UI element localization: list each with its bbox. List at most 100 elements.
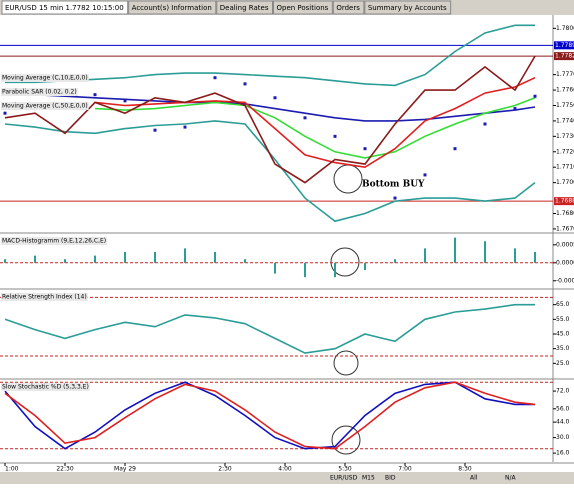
- y-tick-label: 35.0: [556, 345, 570, 352]
- histogram-bar: [514, 248, 516, 263]
- x-tick-label: 4:00: [278, 466, 292, 473]
- toolbar: [0, 472, 574, 484]
- tab[interactable]: Summary by Accounts: [368, 4, 447, 12]
- label-bg: [1, 74, 89, 82]
- x-tick-label: 5:30: [338, 466, 352, 473]
- tab-frame[interactable]: [216, 0, 273, 15]
- histogram-bar: [34, 255, 36, 263]
- histogram-bar: [534, 252, 536, 263]
- y-tick-label: 55.0: [556, 316, 570, 323]
- level-label: 1.7789: [555, 42, 574, 49]
- series-line: [4, 381, 536, 450]
- sar-dot: [423, 173, 427, 177]
- x-tick-label: May 29: [114, 466, 136, 473]
- tab[interactable]: Open Positions: [276, 4, 328, 12]
- y-tick-label: 1.7700: [556, 179, 574, 186]
- histogram-bar: [184, 248, 186, 263]
- toolbar-item[interactable]: M15: [362, 475, 375, 482]
- toolbar-item[interactable]: All: [470, 475, 478, 482]
- y-tick-label: 56.0: [556, 405, 570, 412]
- sar-dot: [3, 111, 7, 115]
- label-bg: [1, 102, 89, 110]
- sar-dot: [513, 107, 517, 111]
- histogram-bar: [124, 252, 126, 263]
- y-tick-label: -0.0005: [556, 277, 574, 284]
- histogram-bar: [334, 262, 336, 278]
- sar-dot: [273, 96, 277, 100]
- series-line: [4, 55, 536, 184]
- indicator-label: Relative Strength Index (14): [2, 294, 87, 301]
- toolbar-item[interactable]: EUR/USD: [330, 475, 358, 482]
- histogram-bar: [484, 241, 486, 263]
- histogram-bar: [364, 262, 366, 270]
- y-tick-label: 44.0: [556, 419, 570, 426]
- histogram-bar: [214, 252, 216, 263]
- label-bg: [1, 237, 108, 245]
- histogram-bar: [394, 259, 396, 263]
- annotation: Bottom BUY: [362, 180, 425, 190]
- sar-dot: [453, 147, 457, 151]
- sar-dot: [333, 134, 337, 138]
- y-tick-label: 1.7750: [556, 102, 574, 109]
- sar-dot: [213, 76, 217, 80]
- y-tick-label: 1.7730: [556, 133, 574, 140]
- highlight-circle: [333, 164, 363, 194]
- y-tick-label: 1.7760: [556, 87, 574, 94]
- y-tick-label: 16.0: [556, 450, 570, 457]
- sar-dot: [183, 125, 187, 129]
- y-tick-label: 72.0: [556, 388, 570, 395]
- indicator-label: Moving Average (C,50,E,0,0): [2, 103, 88, 110]
- series-line: [4, 303, 535, 354]
- y-tick-label: 1.7680: [556, 210, 574, 217]
- level-box: [554, 197, 574, 206]
- sar-dot: [483, 122, 487, 126]
- series-line: [5, 24, 535, 87]
- tab[interactable]: Orders: [336, 4, 360, 12]
- tab[interactable]: Dealing Rates: [220, 4, 269, 12]
- label-bg: [1, 383, 90, 391]
- tab-frame[interactable]: [272, 0, 333, 15]
- tab[interactable]: Account(s) Information: [132, 4, 212, 12]
- series-line: [94, 97, 536, 159]
- tab[interactable]: EUR/USD 15 min 1.7782 10:15:00: [5, 4, 124, 12]
- tab-frame[interactable]: [332, 0, 365, 15]
- level-label: 1.7782: [555, 53, 574, 60]
- x-tick-label: 7:00: [398, 466, 412, 473]
- histogram-bar: [94, 255, 96, 263]
- highlight-circle: [331, 425, 361, 455]
- y-tick-label: 1.7670: [556, 225, 574, 232]
- sar-dot: [393, 196, 397, 200]
- indicator-label: Parabolic SAR (0.02, 0.2): [2, 89, 77, 96]
- y-tick-label: 30.0: [556, 434, 570, 441]
- tab-bar: [0, 0, 574, 15]
- series-line: [4, 120, 536, 223]
- sar-dot: [533, 94, 537, 98]
- series-line: [4, 92, 536, 122]
- indicator-label: Moving Average (C,10,E,0,0): [2, 75, 88, 82]
- sar-dot: [93, 93, 97, 97]
- label-bg: [1, 88, 78, 96]
- toolbar-item[interactable]: BID: [385, 475, 396, 482]
- histogram-bar: [454, 237, 456, 263]
- y-tick-label: 65.0: [556, 301, 570, 308]
- level-box: [554, 52, 574, 61]
- level-box: [554, 41, 574, 50]
- y-tick-label: 1.7740: [556, 117, 574, 124]
- sar-dot: [303, 116, 307, 120]
- x-tick-label: 1:00: [5, 466, 19, 473]
- indicator-label: MACD-Histogramm (9,E,12,26,C,E): [2, 238, 106, 245]
- x-tick-label: 22:30: [56, 466, 73, 473]
- label-bg: [1, 293, 88, 301]
- indicator-label: Slow Stochastic %D (5,3,3,E): [2, 384, 89, 391]
- x-tick-label: 8:30: [458, 466, 472, 473]
- x-tick-label: 2:30: [218, 466, 232, 473]
- tab-frame[interactable]: [128, 0, 217, 15]
- sar-dot: [123, 99, 127, 103]
- tab-frame[interactable]: [1, 0, 129, 15]
- tab-frame[interactable]: [364, 0, 452, 15]
- histogram-bar: [244, 259, 246, 263]
- histogram-bar: [154, 252, 156, 263]
- toolbar-item[interactable]: N/A: [505, 475, 517, 482]
